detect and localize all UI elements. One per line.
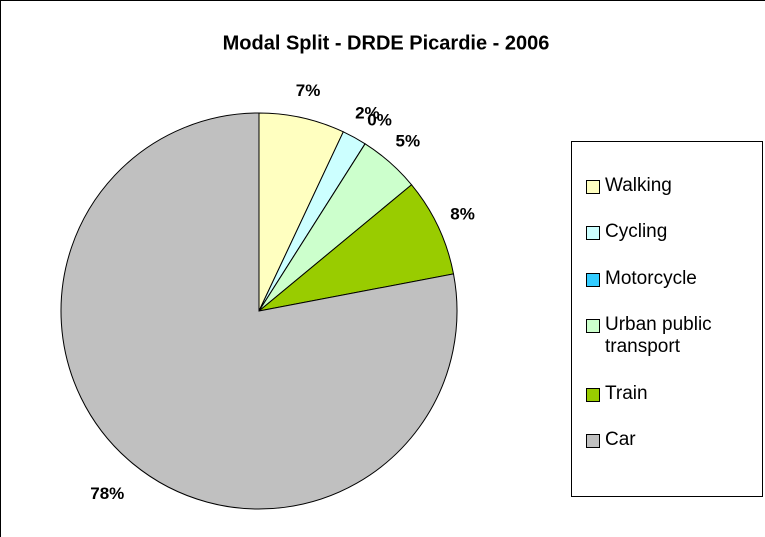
legend-swatch <box>586 179 600 194</box>
legend-swatch <box>586 434 600 449</box>
chart-title: Modal Split - DRDE Picardie - 2006 <box>223 32 550 54</box>
data-label: 7% <box>296 81 321 100</box>
data-label: 2% <box>355 103 380 122</box>
legend-swatch <box>586 272 600 287</box>
legend-label: Urban public transport <box>605 314 712 358</box>
legend-label: Motorcycle <box>605 267 697 289</box>
legend-label: Cycling <box>605 221 668 243</box>
legend-item: Urban public transport <box>586 314 756 358</box>
legend-swatch <box>586 226 600 241</box>
data-label: 8% <box>450 205 475 224</box>
legend-item: Motorcycle <box>586 268 756 290</box>
legend-swatch <box>586 319 600 334</box>
data-label: 0% <box>367 111 392 130</box>
pie-slice <box>258 184 455 312</box>
pie-slice <box>60 112 458 510</box>
data-label: 78% <box>90 484 124 503</box>
legend-swatch <box>586 387 600 402</box>
legend-item: Cycling <box>586 221 756 243</box>
legend-label: Car <box>605 429 636 451</box>
legend: Walking Cycling Motorcycle Urban public tra… <box>571 141 763 497</box>
legend-label: Walking <box>605 174 672 196</box>
legend-item: Car <box>586 429 756 451</box>
legend-label: Train <box>605 382 648 404</box>
legend-item: Walking <box>586 175 756 197</box>
data-label: 5% <box>396 132 421 151</box>
legend-item: Train <box>586 383 756 405</box>
